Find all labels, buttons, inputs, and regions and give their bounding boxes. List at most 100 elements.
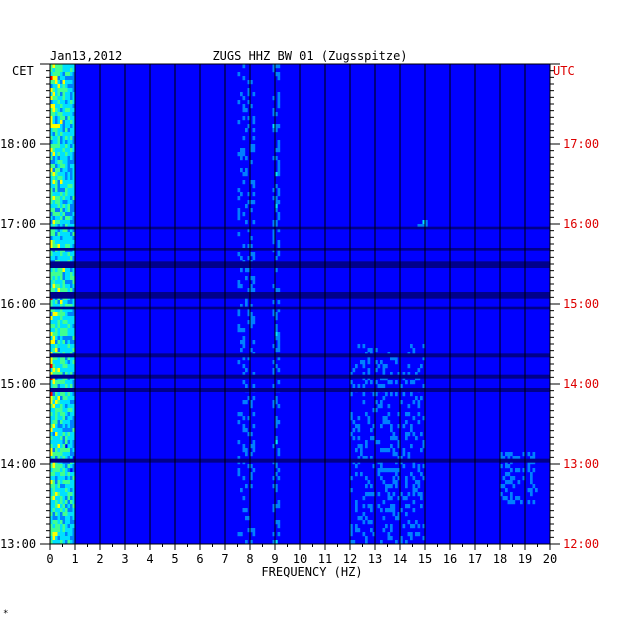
spectrogram-cell [272,404,276,409]
spectrogram-cell [247,308,251,313]
spectrogram-cell [275,196,278,201]
spectrogram-cell [272,372,276,377]
spectrogram-cell [50,520,53,525]
spectrogram-cell [237,152,241,157]
spectrogram-cell [420,496,423,501]
spectrogram-cell [390,484,393,489]
spectrogram-cell [55,392,58,397]
x-tick-label: 8 [246,552,253,566]
spectrogram-cell [60,200,63,205]
spectrogram-cell [67,80,71,85]
spectrogram-cell [530,472,533,477]
spectrogram-cell [55,472,58,477]
spectrogram-cell [67,100,71,105]
spectrogram-cell [62,424,66,429]
spectrogram-cell [60,204,63,209]
spectrogram-cell [65,480,68,485]
spectrogram-cell [55,152,58,157]
spectrogram-cell [380,508,383,513]
spectrogram-cell [275,200,278,205]
spectrogram-cell [65,488,68,493]
spectrogram-cell [67,424,71,429]
spectrogram-cell [65,316,68,321]
spectrogram-cell [272,400,276,405]
spectrogram-cell [57,124,61,129]
spectrogram-cell [67,280,71,285]
spectrogram-cell [237,324,241,329]
spectrogram-cell [62,528,66,533]
spectrogram-cell [382,372,386,377]
spectrogram-cell [60,540,63,545]
spectrogram-cell [375,348,378,353]
spectrogram-cell [245,128,248,133]
spectrogram-cell [65,300,68,305]
spectrogram-cell [370,380,373,385]
spectrogram-cell [62,404,66,409]
spectrogram-cell [50,160,53,165]
spectrogram-cell [65,196,68,201]
spectrogram-cell [350,412,353,417]
spectrogram-cell [52,348,56,353]
spectrogram-cell [245,172,248,177]
spectrogram-cell [242,424,246,429]
spectrogram-cell [277,64,281,69]
spectrogram-cell [55,420,58,425]
spectrogram-cell [412,500,416,505]
spectrogram-cell [67,232,71,237]
utc-tick-label: 14:00 [563,377,599,391]
spectrogram-cell [72,160,76,165]
spectrogram-cell [250,432,253,437]
spectrogram-cell [62,176,66,181]
spectrogram-cell [275,464,278,469]
spectrogram-cell [55,512,58,517]
spectrogram-cell [252,424,256,429]
spectrogram-cell [67,300,71,305]
spectrogram-cell [65,428,68,433]
spectrogram-cell [57,448,61,453]
spectrogram-cell [57,316,61,321]
spectrogram-cell [250,236,253,241]
spectrogram-cell [387,420,391,425]
spectrogram-cell [55,180,58,185]
spectrogram-cell [55,156,58,161]
spectrogram-cell [65,340,68,345]
spectrogram-cell [67,488,71,493]
spectrogram-cell [272,344,276,349]
spectrogram-cell [237,208,241,213]
spectrogram-cell [65,112,68,117]
spectrogram-cell [50,524,53,529]
spectrogram-cell [62,416,66,421]
spectrogram-cell [275,220,278,225]
spectrogram-cell [272,108,276,113]
spectrogram-cell [67,428,71,433]
spectrogram-cell [50,212,53,217]
spectrogram-cell [55,496,58,501]
spectrogram-cell [62,344,66,349]
spectrogram-cell [70,168,73,173]
spectrogram-cell [510,452,513,457]
spectrogram-cell [515,496,518,501]
spectrogram-cell [52,408,56,413]
spectrogram-cell [515,468,518,473]
spectrogram-cell [55,444,58,449]
spectrogram-cell [397,412,401,417]
spectrogram-cell [72,488,76,493]
spectrogram-cell [390,444,393,449]
spectrogram-cell [397,468,401,473]
spectrogram-cell [62,316,66,321]
spectrogram-cell [510,500,513,505]
spectrogram-cell [367,420,371,425]
spectrogram-cell [50,172,53,177]
spectrogram-cell [272,128,276,133]
spectrogram-cell [65,136,68,141]
cet-tick-label: 18:00 [0,137,36,151]
spectrogram-cell [62,144,66,149]
spectrogram-cell [65,188,68,193]
spectrogram-cell [272,484,276,489]
spectrogram-cell [70,148,73,153]
spectrogram-cell [500,484,503,489]
spectrogram-cell [390,436,393,441]
spectrogram-cell [355,528,358,533]
spectrogram-cell [277,100,281,105]
spectrogram-cell [392,492,396,497]
